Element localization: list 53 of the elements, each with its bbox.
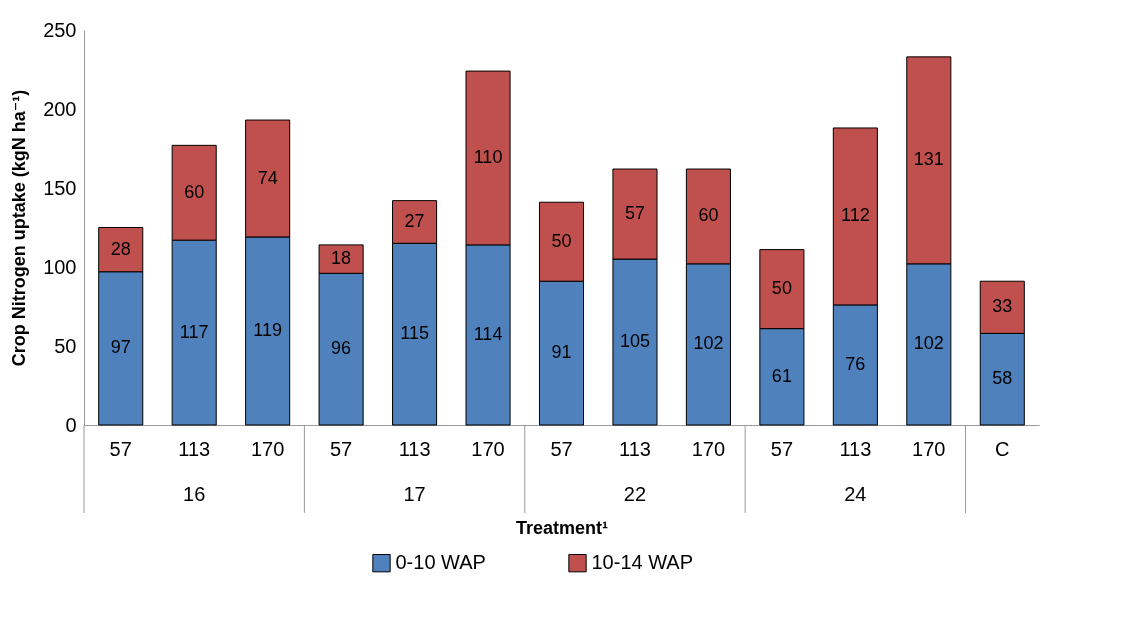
text: 16 (183, 483, 206, 505)
x-tick-label: 113 (619, 437, 651, 460)
data-label: 18 (331, 248, 352, 269)
legend-label: 10-14 WAP (591, 551, 694, 574)
legend-label: 0-10 WAP (395, 551, 486, 574)
data-label: 97 (110, 337, 131, 358)
data-label: 28 (110, 238, 131, 259)
x-tick-label: 113 (398, 437, 431, 460)
data-label: 131 (913, 149, 944, 170)
data-label: 102 (913, 333, 944, 354)
data-label: 110 (473, 146, 503, 167)
y-tick-label: 0 (65, 413, 77, 436)
data-label: 60 (184, 181, 205, 202)
data-label: 58 (992, 368, 1013, 389)
x-tick-label: 57 (109, 437, 132, 460)
x-tick-label: 170 (471, 437, 505, 460)
data-label: 114 (473, 323, 503, 344)
x-tick-label: 170 (691, 437, 726, 460)
data-label: 91 (551, 342, 572, 363)
y-tick-label: 100 (43, 255, 77, 278)
y-axis-title: Crop Nitrogen uptake (kgN ha⁻¹) (9, 89, 30, 367)
data-label: 105 (619, 331, 650, 352)
data-label: 102 (693, 333, 724, 354)
data-label: 112 (840, 205, 870, 226)
text: 17 (403, 483, 426, 505)
x-tick-label: 170 (250, 437, 285, 460)
x-tick-label: 113 (178, 437, 211, 460)
data-label: 96 (331, 338, 352, 359)
data-label: 50 (551, 230, 572, 251)
data-label: 60 (698, 205, 719, 226)
x-tick-label: 113 (839, 437, 872, 460)
data-label: 74 (257, 167, 278, 188)
x-tick-label: 57 (550, 437, 573, 460)
y-tick-label: 50 (54, 334, 77, 357)
text: 22 (623, 483, 647, 505)
x-axis-title: Treatment¹ (515, 517, 609, 538)
y-tick-label: 250 (43, 18, 77, 41)
data-label: 50 (771, 278, 792, 299)
text: 24 (844, 483, 867, 505)
data-label: 115 (400, 323, 429, 344)
x-tick-label: 57 (770, 437, 794, 460)
y-tick-label: 200 (43, 97, 77, 120)
data-label: 57 (624, 203, 645, 224)
x-tick-label: 170 (912, 437, 946, 460)
x-tick-label: 57 (329, 437, 353, 460)
x-tick-label: C (995, 437, 1010, 460)
data-label: 117 (179, 321, 209, 342)
data-label: 27 (404, 210, 425, 231)
data-label: 33 (992, 296, 1013, 317)
data-label: 119 (253, 319, 283, 340)
data-label: 76 (845, 353, 866, 374)
data-label: 61 (771, 365, 792, 386)
y-tick-label: 150 (43, 176, 77, 199)
